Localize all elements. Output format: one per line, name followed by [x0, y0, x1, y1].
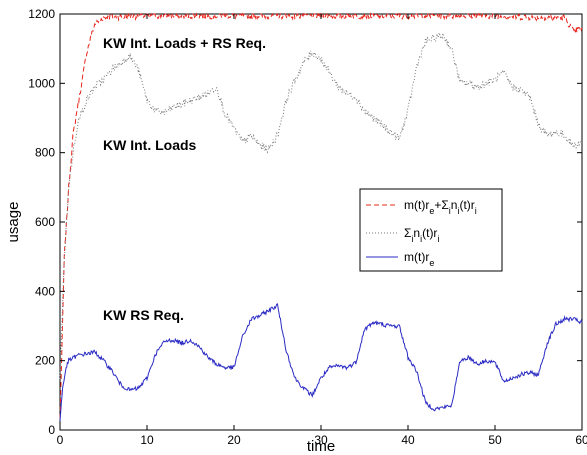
y-tick-label: 1200 — [28, 7, 55, 21]
legend-label-internal: Σini(t)ri — [404, 226, 439, 244]
legend-total-part-2: +Σ — [434, 198, 448, 212]
legend: m(t)re+Σini(t)ri Σini(t)ri m(t)re — [359, 188, 503, 272]
y-axis-ticks: 0 200 400 600 800 1000 1200 — [28, 7, 582, 437]
legend-total-sub-2: i — [449, 206, 451, 216]
x-tick-label: 10 — [140, 433, 154, 447]
legend-label-rs: m(t)re — [404, 250, 434, 268]
legend-total-part-3: n — [451, 198, 458, 212]
annotation-total: KW Int. Loads + RS Req. — [103, 35, 266, 51]
y-tick-label: 200 — [35, 354, 55, 368]
y-axis-label: usage — [5, 202, 22, 243]
y-tick-label: 800 — [35, 146, 55, 160]
y-tick-label: 1000 — [28, 76, 55, 90]
x-tick-label: 60 — [575, 433, 587, 447]
legend-internal-part-1: Σ — [404, 226, 411, 240]
annotation-rs-requests: KW RS Req. — [103, 307, 184, 323]
legend-total-sub-3: i — [457, 206, 459, 216]
legend-internal-part-2: n — [413, 226, 420, 240]
legend-internal-sub-1: i — [411, 234, 413, 244]
legend-internal-part-3: (t)r — [422, 226, 437, 240]
legend-total-part-1: m(t)r — [404, 198, 429, 212]
series-rs-requests — [59, 303, 583, 422]
legend-internal-sub-2: i — [420, 234, 422, 244]
y-tick-label: 400 — [35, 284, 55, 298]
series-internal-loads — [59, 30, 583, 379]
legend-total-sub-4: i — [475, 206, 477, 216]
y-tick-label: 600 — [35, 215, 55, 229]
legend-label-total: m(t)re+Σini(t)ri — [404, 198, 477, 216]
legend-internal-sub-3: i — [437, 234, 439, 244]
x-tick-label: 20 — [227, 433, 241, 447]
x-tick-label: 0 — [57, 433, 64, 447]
plot-area — [59, 13, 583, 431]
x-axis-label: time — [307, 438, 335, 455]
x-tick-label: 30 — [314, 433, 328, 447]
x-tick-label: 50 — [488, 433, 502, 447]
legend-total-part-4: (t)r — [459, 198, 474, 212]
legend-total-sub-1: e — [429, 206, 434, 216]
y-tick-label: 0 — [48, 423, 55, 437]
x-axis-ticks: 0 10 20 30 40 50 60 — [57, 14, 587, 447]
annotation-internal-loads: KW Int. Loads — [103, 137, 197, 153]
x-tick-label: 40 — [401, 433, 415, 447]
legend-rs-part-1: m(t)r — [404, 250, 429, 264]
legend-rs-sub-1: e — [429, 258, 434, 268]
